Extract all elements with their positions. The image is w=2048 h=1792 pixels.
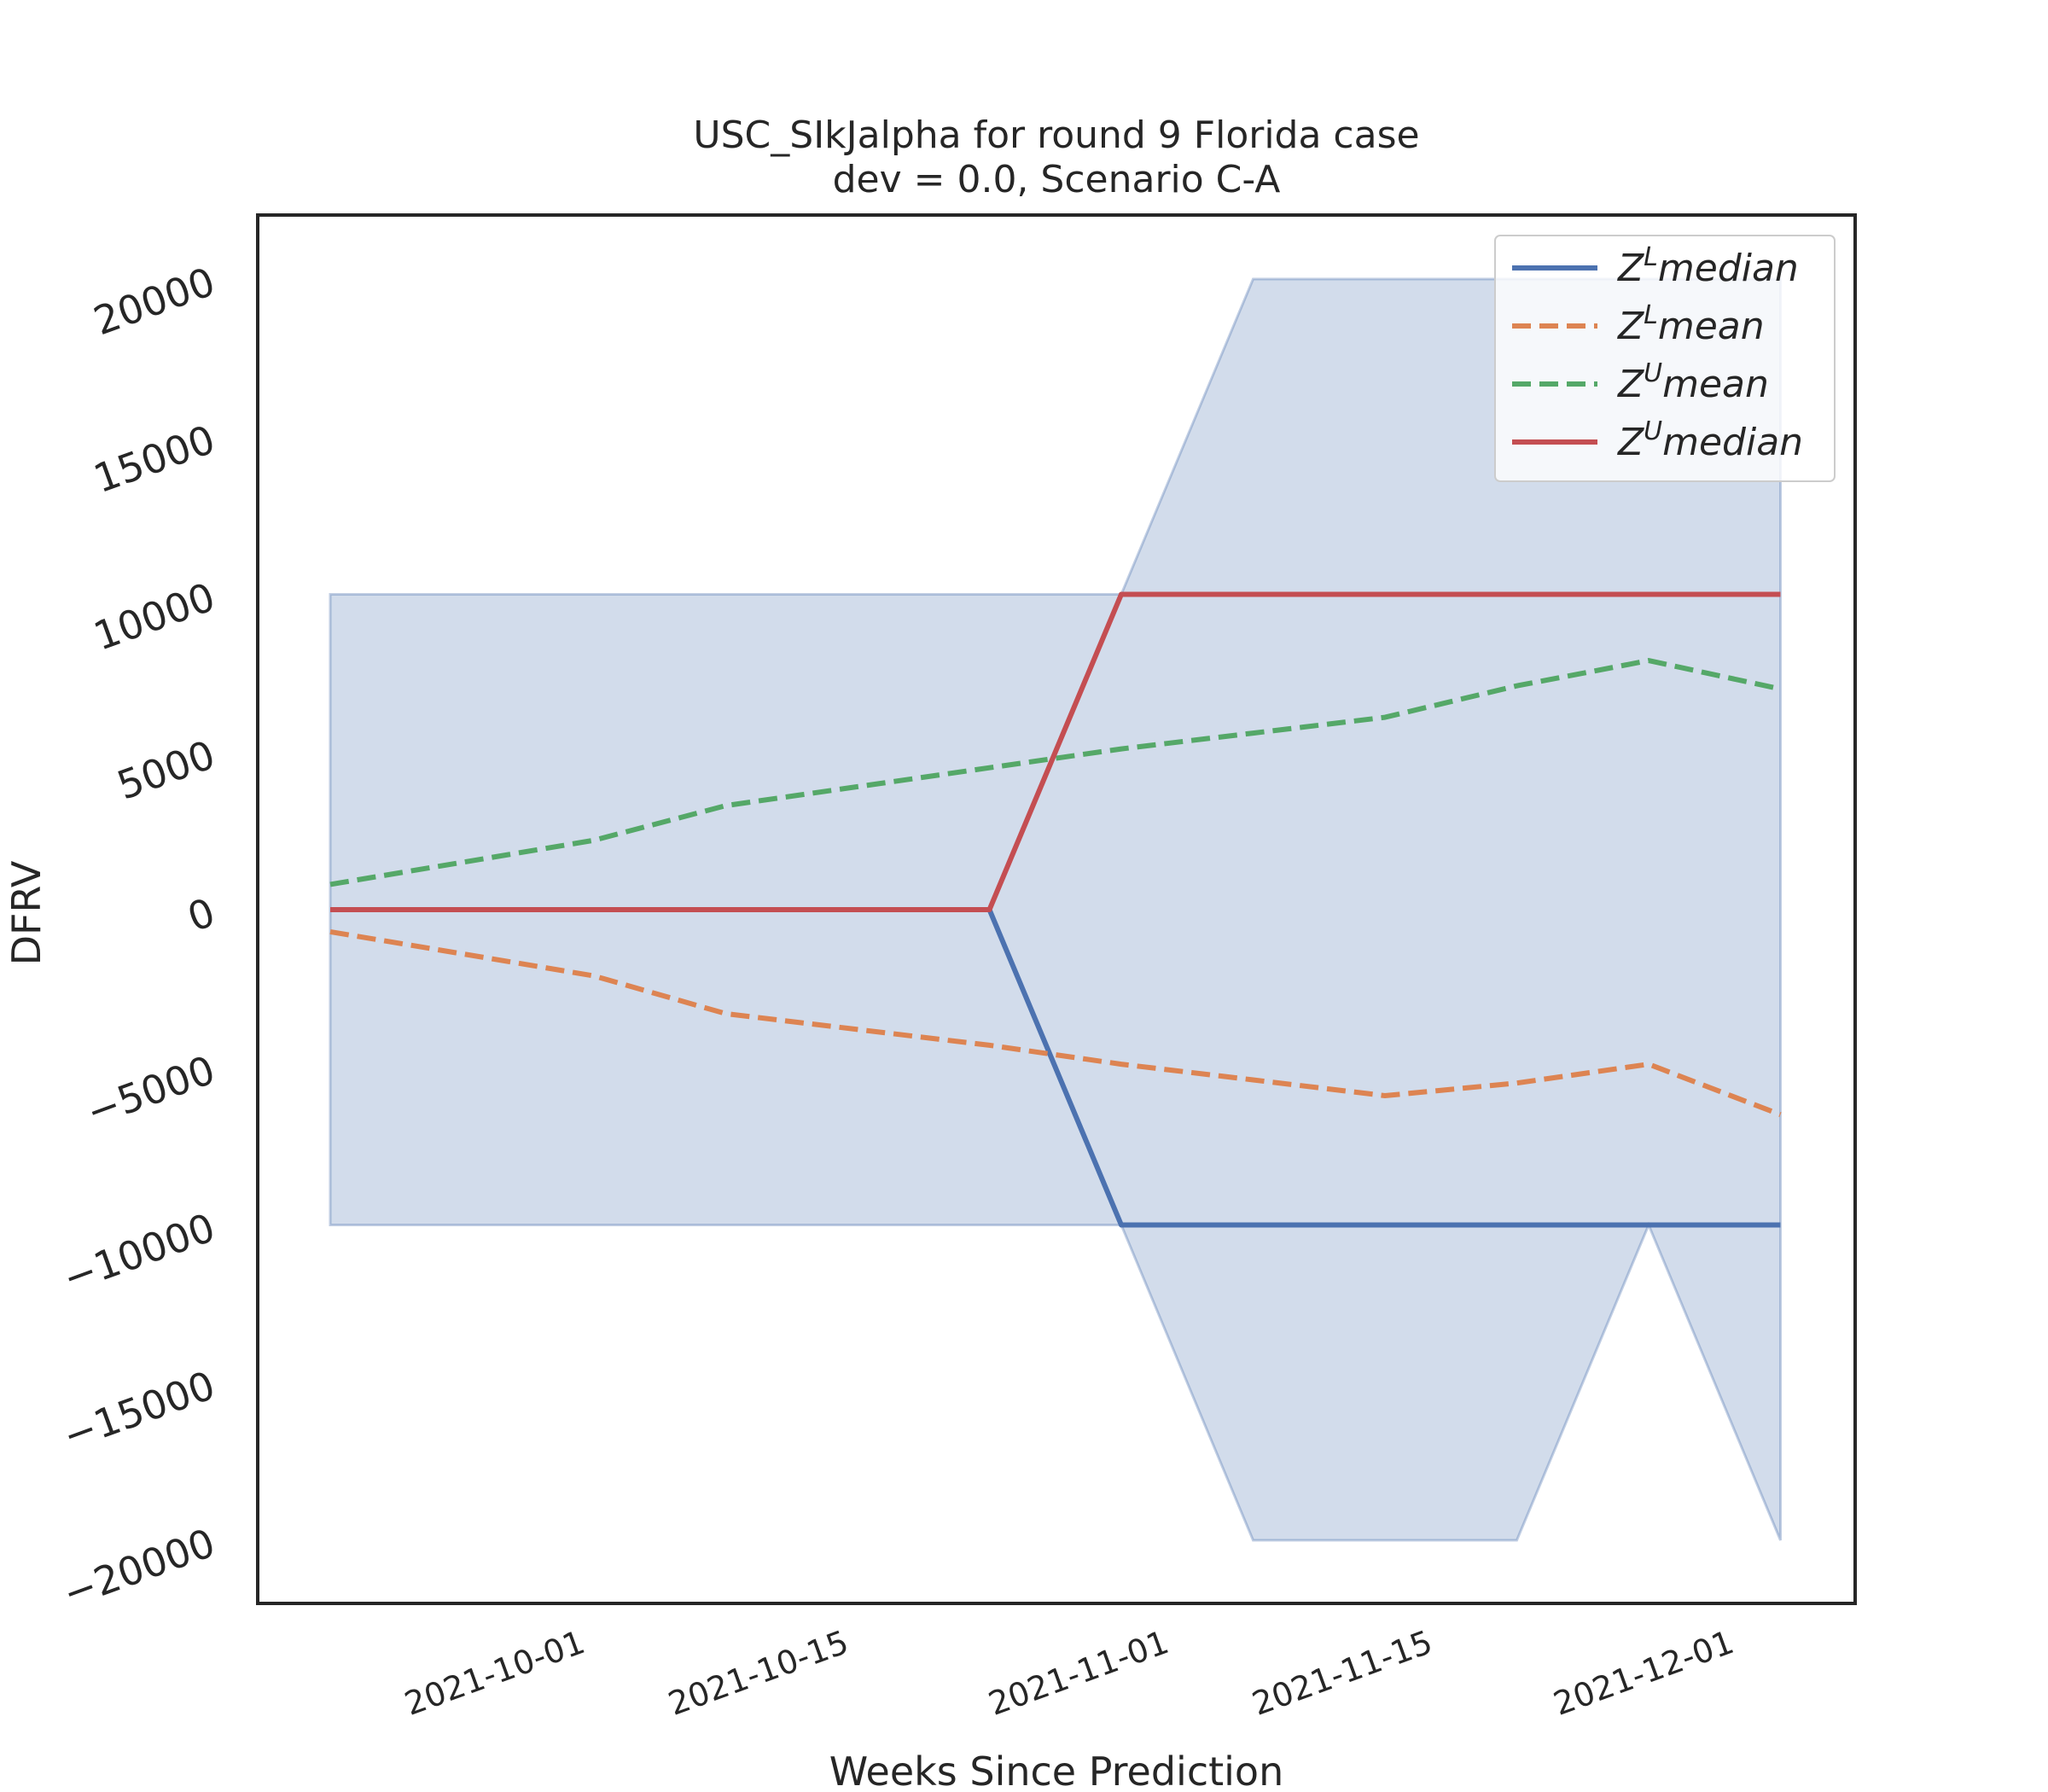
y-tick-label: −15000	[57, 1362, 221, 1459]
legend-entry: ZUmedian	[1617, 416, 1803, 464]
x-tick-label: 2021-11-01	[984, 1623, 1174, 1723]
x-tick-label: 2021-12-01	[1549, 1623, 1739, 1723]
y-tick-label: −5000	[80, 1046, 221, 1135]
chart-title: USC_SIkJalpha for round 9 Florida case	[693, 113, 1419, 157]
y-axis-ticks: 20000 15000 10000 5000 0 −5000 −10000 −15000 −20…	[57, 259, 221, 1617]
legend-entry: ZLmean	[1617, 300, 1765, 348]
y-tick-label: 10000	[88, 573, 221, 660]
legend-entry: ZLmedian	[1617, 242, 1799, 290]
x-tick-label: 2021-10-15	[663, 1623, 853, 1723]
legend-entry: ZUmean	[1617, 358, 1769, 406]
legend: ZLmedian ZLmean ZUmean ZUmedian	[1494, 235, 1836, 482]
y-axis-label: DFRV	[3, 860, 49, 965]
x-tick-label: 2021-10-01	[399, 1623, 590, 1723]
x-axis-label: Weeks Since Prediction	[829, 1748, 1283, 1792]
x-tick-label: 2021-11-15	[1248, 1623, 1438, 1723]
y-tick-label: 0	[182, 889, 221, 941]
y-tick-label: 15000	[88, 416, 221, 502]
y-tick-label: 5000	[111, 731, 220, 809]
y-tick-label: 20000	[88, 259, 221, 345]
y-tick-label: −10000	[57, 1204, 221, 1301]
x-axis-ticks: 2021-10-01 2021-10-15 2021-11-01 2021-11-15…	[399, 1623, 1738, 1723]
legend-box	[1494, 235, 1836, 482]
chart-subtitle: dev = 0.0, Scenario C-A	[833, 158, 1281, 201]
plot-frame	[256, 213, 1857, 1605]
plot-area	[329, 277, 1782, 1542]
series-line-z-u-median	[330, 591, 1781, 912]
y-tick-label: −20000	[57, 1520, 221, 1617]
